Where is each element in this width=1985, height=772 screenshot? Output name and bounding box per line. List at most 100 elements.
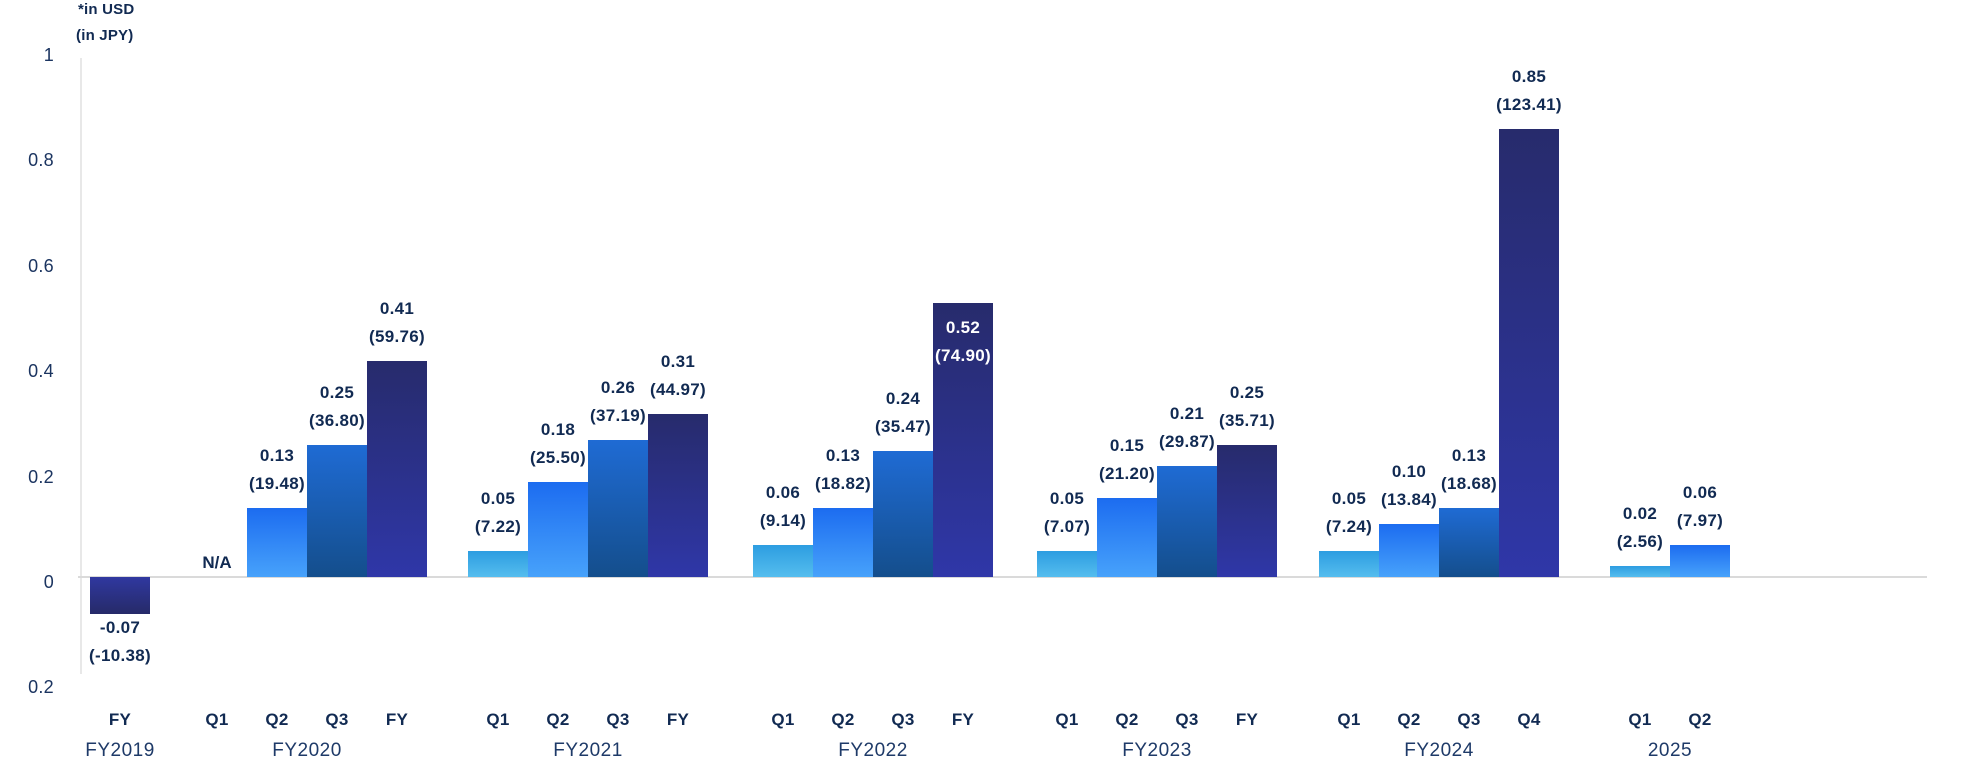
bar-value-usd: 0.85 bbox=[1511, 67, 1547, 86]
bar-value-jpy: (9.14) bbox=[759, 511, 807, 530]
bar-value-label: 0.13 (18.68) bbox=[1389, 442, 1549, 498]
fiscal-year-label: FY2023 bbox=[1122, 740, 1192, 761]
bar-value-jpy: (59.76) bbox=[369, 327, 425, 346]
fiscal-year-label: FY2024 bbox=[1404, 740, 1474, 761]
bar-value-label: 0.31 (44.97) bbox=[598, 348, 758, 404]
bar-value-jpy: (7.22) bbox=[474, 517, 522, 536]
bar-value-usd: 0.25 bbox=[319, 383, 355, 402]
bar-value-jpy: (2.56) bbox=[1616, 532, 1664, 551]
bar-value-usd: 0.13 bbox=[259, 446, 295, 465]
bar-value-jpy: (35.47) bbox=[875, 417, 931, 436]
quarter-label: FY bbox=[108, 710, 132, 729]
bar-value-label: 0.06 (7.97) bbox=[1620, 479, 1780, 535]
bar-fy2021-q1 bbox=[468, 551, 528, 577]
bar-value-usd: 0.26 bbox=[600, 378, 636, 397]
bar-value-jpy: (7.07) bbox=[1043, 517, 1091, 536]
bar-value-jpy: (13.84) bbox=[1381, 490, 1437, 509]
bar-value-usd: 0.05 bbox=[1331, 489, 1367, 508]
quarter-label: Q2 bbox=[265, 710, 289, 729]
bar-value-usd: 0.05 bbox=[480, 489, 516, 508]
bar-value-label: 0.13 (18.82) bbox=[763, 442, 923, 498]
bar-value-usd: 0.31 bbox=[660, 352, 696, 371]
bar-fy2020-fy bbox=[367, 361, 427, 577]
bar-value-label: 0.15 (21.20) bbox=[1047, 432, 1207, 488]
bar-value-label: 0.06 (9.14) bbox=[703, 479, 863, 535]
bar-2025-q1 bbox=[1610, 566, 1670, 577]
quarter-label: FY bbox=[385, 710, 409, 729]
bar-value-label: 0.41 (59.76) bbox=[317, 295, 477, 351]
quarter-label: Q2 bbox=[831, 710, 855, 729]
zero-baseline bbox=[78, 576, 1927, 578]
bar-value-usd: 0.41 bbox=[379, 299, 415, 318]
bar-value-usd: 0.52 bbox=[945, 318, 981, 337]
bar-value-jpy: (25.50) bbox=[530, 448, 586, 467]
bar-fy2023-q3 bbox=[1157, 466, 1217, 577]
y-axis-tick-label: 1 bbox=[43, 45, 54, 65]
fiscal-year-label: FY2019 bbox=[85, 740, 155, 761]
bar-value-label: 0.26 (37.19) bbox=[538, 374, 698, 430]
quarter-label: FY bbox=[666, 710, 690, 729]
bar-value-jpy: (44.97) bbox=[650, 380, 706, 399]
bar-value-jpy: (-10.38) bbox=[89, 646, 151, 665]
bar-value-jpy: (7.97) bbox=[1676, 511, 1724, 530]
bar-fy2020-q3 bbox=[307, 445, 367, 577]
fiscal-year-label: FY2022 bbox=[838, 740, 908, 761]
quarter-label: Q2 bbox=[1115, 710, 1139, 729]
quarter-label: Q1 bbox=[486, 710, 510, 729]
bar-fy2024-q3 bbox=[1439, 508, 1499, 577]
bar-fy2021-q3 bbox=[588, 440, 648, 577]
bar-value-label: 0.05 (7.07) bbox=[987, 485, 1147, 541]
bar-fy2023-q1 bbox=[1037, 551, 1097, 577]
bar-value-label: 0.05 (7.24) bbox=[1269, 485, 1429, 541]
bar-value-jpy: (18.82) bbox=[815, 474, 871, 493]
bar-value-label: 0.24 (35.47) bbox=[823, 385, 983, 441]
bar-value-jpy: (29.87) bbox=[1159, 432, 1215, 451]
y-axis-tick-label: 0.8 bbox=[28, 150, 54, 171]
bar-value-label: 0.02 (2.56) bbox=[1560, 500, 1720, 556]
quarter-label: Q3 bbox=[1457, 710, 1481, 729]
quarter-label: Q3 bbox=[606, 710, 630, 729]
bar-value-usd: 0.24 bbox=[885, 389, 921, 408]
bar-value-label: 0.25 (36.80) bbox=[257, 379, 417, 435]
bar-value-usd: -0.07 bbox=[99, 618, 141, 637]
bar-fy2024-q4 bbox=[1499, 129, 1559, 577]
bar-value-usd: 0.05 bbox=[1049, 489, 1085, 508]
bar-value-label: -0.07 (-10.38) bbox=[40, 614, 200, 670]
bar-value-usd: 0.06 bbox=[765, 483, 801, 502]
quarter-label: Q2 bbox=[1397, 710, 1421, 729]
bar-value-label: 0.18 (25.50) bbox=[478, 416, 638, 472]
fiscal-year-label: 2025 bbox=[1647, 740, 1693, 761]
y-axis-tick-label: 0 bbox=[43, 572, 54, 592]
quarter-label: Q1 bbox=[1628, 710, 1652, 729]
y-axis-tick-label: 0.6 bbox=[28, 255, 54, 276]
bar-fy2021-q2 bbox=[528, 482, 588, 577]
quarter-label: Q1 bbox=[1337, 710, 1361, 729]
quarter-label: Q3 bbox=[891, 710, 915, 729]
bar-fy2020-q2 bbox=[247, 508, 307, 577]
bar-value-usd: 0.25 bbox=[1229, 383, 1265, 402]
quarter-label: FY bbox=[951, 710, 975, 729]
bar-fy2024-q2 bbox=[1379, 524, 1439, 577]
quarter-label: Q1 bbox=[205, 710, 229, 729]
quarter-label: Q1 bbox=[1055, 710, 1079, 729]
bar-value-usd: 0.06 bbox=[1682, 483, 1718, 502]
unit-note-usd: *in USD bbox=[78, 1, 135, 18]
bar-value-jpy: (74.90) bbox=[935, 346, 991, 365]
bar-value-jpy: (35.71) bbox=[1219, 411, 1275, 430]
bar-value-label: 0.21 (29.87) bbox=[1107, 400, 1267, 456]
bar-value-usd: 0.13 bbox=[1451, 446, 1487, 465]
bar-value-jpy: (123.41) bbox=[1496, 95, 1562, 114]
bar-fy2023-q2 bbox=[1097, 498, 1157, 577]
bar-value-usd: 0.13 bbox=[825, 446, 861, 465]
unit-note-jpy: (in JPY) bbox=[76, 27, 134, 44]
quarter-label: Q3 bbox=[325, 710, 349, 729]
y-axis-tick-label: 0.4 bbox=[28, 361, 54, 382]
quarter-label: Q3 bbox=[1175, 710, 1199, 729]
bar-value-label: 0.85 (123.41) bbox=[1449, 63, 1609, 119]
quarter-label: Q2 bbox=[546, 710, 570, 729]
bar-fy2022-q2 bbox=[813, 508, 873, 577]
bar-value-jpy: (19.48) bbox=[249, 474, 305, 493]
bar-value-usd: 0.15 bbox=[1109, 436, 1145, 455]
y-axis-tick-label: 0.2 bbox=[28, 677, 54, 698]
